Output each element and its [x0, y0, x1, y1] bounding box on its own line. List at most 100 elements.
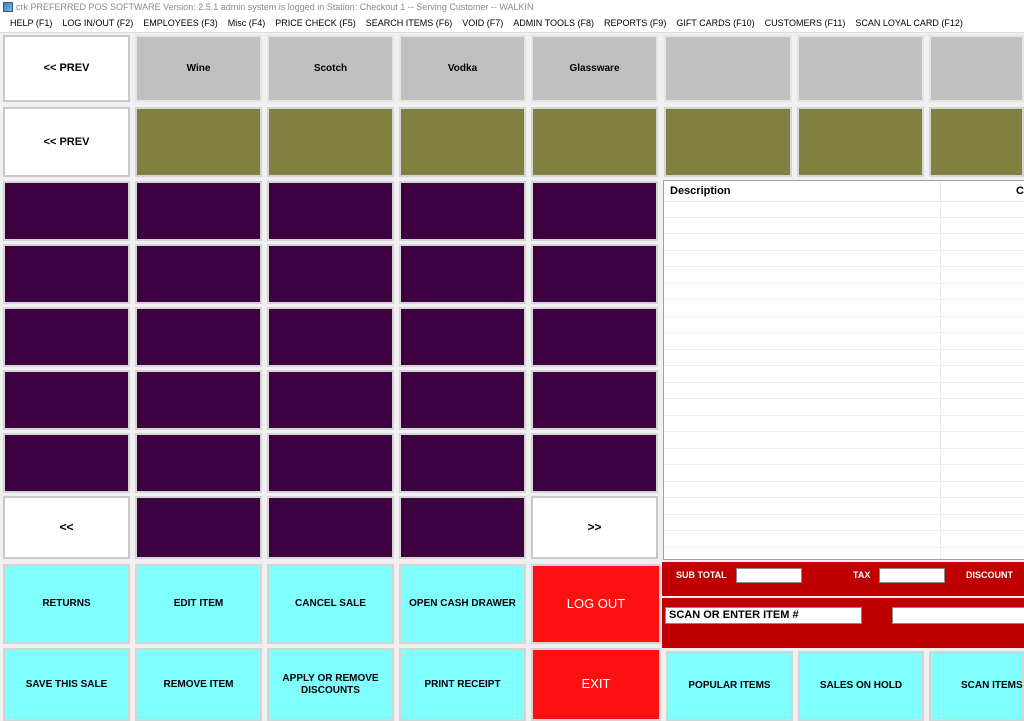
menu-customers[interactable]: CUSTOMERS (F11): [764, 18, 846, 28]
table-row[interactable]: [664, 383, 1024, 399]
column-divider: [940, 181, 941, 559]
save-sale-button[interactable]: SAVE THIS SALE: [3, 648, 130, 721]
category-prev-button[interactable]: << PREV: [3, 35, 130, 102]
print-receipt-button[interactable]: PRINT RECEIPT: [399, 648, 526, 721]
item-button[interactable]: [399, 181, 526, 241]
category-empty-button[interactable]: [797, 35, 924, 102]
table-row[interactable]: [664, 317, 1024, 333]
item-button[interactable]: [135, 244, 262, 304]
menu-gift-cards[interactable]: GIFT CARDS (F10): [676, 18, 755, 28]
item-button[interactable]: [267, 433, 394, 493]
table-row[interactable]: [664, 333, 1024, 350]
item-button[interactable]: [531, 433, 658, 493]
menu-misc[interactable]: Misc (F4): [227, 18, 266, 28]
table-row[interactable]: [664, 251, 1024, 267]
popular-items-button[interactable]: POPULAR ITEMS: [666, 651, 793, 721]
item-button[interactable]: [135, 370, 262, 430]
item-button[interactable]: [531, 307, 658, 367]
menu-reports[interactable]: REPORTS (F9): [603, 18, 667, 28]
table-header: Description C: [664, 181, 1024, 202]
table-row[interactable]: [664, 366, 1024, 383]
item-button[interactable]: [135, 307, 262, 367]
menu-help[interactable]: HELP (F1): [10, 18, 53, 28]
item-button[interactable]: [399, 433, 526, 493]
table-row[interactable]: [664, 399, 1024, 416]
sales-on-hold-button[interactable]: SALES ON HOLD: [798, 651, 924, 721]
subcategory-button[interactable]: [531, 107, 658, 177]
open-cash-drawer-button[interactable]: OPEN CASH DRAWER: [399, 564, 526, 644]
item-button[interactable]: [3, 307, 130, 367]
table-row[interactable]: [664, 201, 1024, 218]
table-body: [664, 201, 1024, 559]
item-button[interactable]: [267, 370, 394, 430]
item-button[interactable]: [3, 244, 130, 304]
subcategory-button[interactable]: [664, 107, 792, 177]
subcategory-button[interactable]: [797, 107, 924, 177]
menu-price-check[interactable]: PRICE CHECK (F5): [275, 18, 356, 28]
subcategory-button[interactable]: [267, 107, 394, 177]
item-button[interactable]: [3, 181, 130, 241]
item-button[interactable]: [399, 370, 526, 430]
item-button[interactable]: [267, 307, 394, 367]
sale-items-table[interactable]: Description C: [663, 180, 1024, 560]
menu-admin-tools[interactable]: ADMIN TOOLS (F8): [513, 18, 594, 28]
column-description-header[interactable]: Description: [670, 185, 731, 197]
scan-items-button[interactable]: SCAN ITEMS: [929, 651, 1024, 721]
subcategory-button[interactable]: [399, 107, 526, 177]
exit-button[interactable]: EXIT: [531, 648, 661, 721]
table-row[interactable]: [664, 234, 1024, 251]
table-row[interactable]: [664, 300, 1024, 317]
category-scotch-button[interactable]: Scotch: [267, 35, 394, 102]
table-row[interactable]: [664, 284, 1024, 300]
subcategory-button[interactable]: [135, 107, 262, 177]
category-vodka-button[interactable]: Vodka: [399, 35, 526, 102]
table-row[interactable]: [664, 465, 1024, 482]
table-row[interactable]: [664, 350, 1024, 366]
scan-item-value-field[interactable]: [892, 607, 1024, 624]
items-next-page-button[interactable]: >>: [531, 496, 658, 559]
remove-item-button[interactable]: REMOVE ITEM: [135, 648, 262, 721]
category-glassware-button[interactable]: Glassware: [531, 35, 658, 102]
category-wine-button[interactable]: Wine: [135, 35, 262, 102]
item-button[interactable]: [135, 181, 262, 241]
scan-item-input[interactable]: SCAN OR ENTER ITEM #: [665, 607, 862, 624]
category-empty-button[interactable]: [929, 35, 1024, 102]
item-button[interactable]: [3, 370, 130, 430]
item-button[interactable]: [3, 433, 130, 493]
subcategory-button[interactable]: [929, 107, 1024, 177]
category-empty-button[interactable]: [664, 35, 792, 102]
item-button[interactable]: [531, 370, 658, 430]
menu-log-in-out[interactable]: LOG IN/OUT (F2): [62, 18, 134, 28]
item-button[interactable]: [135, 496, 262, 559]
cancel-sale-button[interactable]: CANCEL SALE: [267, 564, 394, 644]
subcategory-prev-button[interactable]: << PREV: [3, 107, 130, 177]
table-row[interactable]: [664, 267, 1024, 284]
table-row[interactable]: [664, 531, 1024, 548]
edit-item-button[interactable]: EDIT ITEM: [135, 564, 262, 644]
column-c-header[interactable]: C: [1016, 185, 1024, 197]
item-button[interactable]: [531, 244, 658, 304]
item-button[interactable]: [399, 307, 526, 367]
table-row[interactable]: [664, 218, 1024, 234]
discounts-button[interactable]: APPLY OR REMOVE DISCOUNTS: [267, 648, 394, 721]
menu-scan-loyal-card[interactable]: SCAN LOYAL CARD (F12): [855, 18, 963, 28]
item-button[interactable]: [267, 496, 394, 559]
table-row[interactable]: [664, 515, 1024, 531]
item-button[interactable]: [267, 244, 394, 304]
item-button[interactable]: [399, 244, 526, 304]
table-row[interactable]: [664, 449, 1024, 465]
item-button[interactable]: [135, 433, 262, 493]
table-row[interactable]: [664, 482, 1024, 498]
menu-void[interactable]: VOID (F7): [462, 18, 504, 28]
menu-employees[interactable]: EMPLOYEES (F3): [143, 18, 218, 28]
returns-button[interactable]: RETURNS: [3, 564, 130, 644]
item-button[interactable]: [399, 496, 526, 559]
item-button[interactable]: [267, 181, 394, 241]
table-row[interactable]: [664, 498, 1024, 515]
item-button[interactable]: [531, 181, 658, 241]
table-row[interactable]: [664, 416, 1024, 432]
table-row[interactable]: [664, 432, 1024, 449]
menu-search-items[interactable]: SEARCH ITEMS (F6): [365, 18, 453, 28]
log-out-button[interactable]: LOG OUT: [531, 564, 661, 644]
items-previous-page-button[interactable]: <<: [3, 496, 130, 559]
